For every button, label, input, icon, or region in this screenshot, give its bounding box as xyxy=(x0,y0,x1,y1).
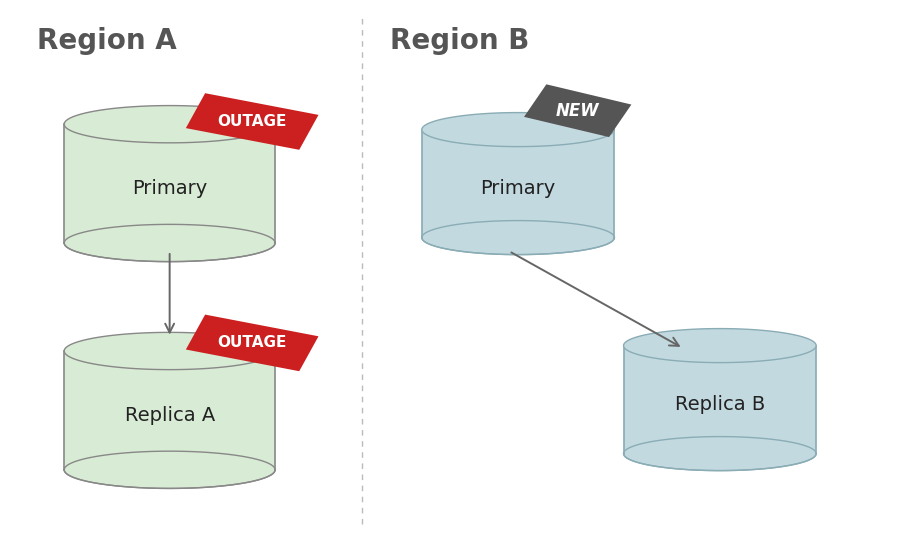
Text: Region B: Region B xyxy=(390,27,529,55)
Text: OUTAGE: OUTAGE xyxy=(217,335,287,350)
Polygon shape xyxy=(64,106,275,143)
FancyBboxPatch shape xyxy=(186,315,318,371)
Text: Region A: Region A xyxy=(37,27,176,55)
Text: Primary: Primary xyxy=(481,179,556,199)
Polygon shape xyxy=(64,333,275,470)
Polygon shape xyxy=(64,333,275,369)
Text: Replica A: Replica A xyxy=(125,406,215,426)
Text: NEW: NEW xyxy=(556,102,600,120)
Polygon shape xyxy=(64,451,275,488)
Text: Replica B: Replica B xyxy=(675,395,765,415)
FancyBboxPatch shape xyxy=(524,84,632,137)
Polygon shape xyxy=(422,113,614,238)
Polygon shape xyxy=(624,437,816,470)
Polygon shape xyxy=(422,221,614,254)
Polygon shape xyxy=(624,329,816,454)
Text: Primary: Primary xyxy=(132,179,207,199)
Polygon shape xyxy=(64,106,275,243)
Polygon shape xyxy=(422,113,614,146)
Polygon shape xyxy=(624,329,816,362)
Text: OUTAGE: OUTAGE xyxy=(217,114,287,129)
Polygon shape xyxy=(64,225,275,261)
FancyBboxPatch shape xyxy=(186,93,318,150)
